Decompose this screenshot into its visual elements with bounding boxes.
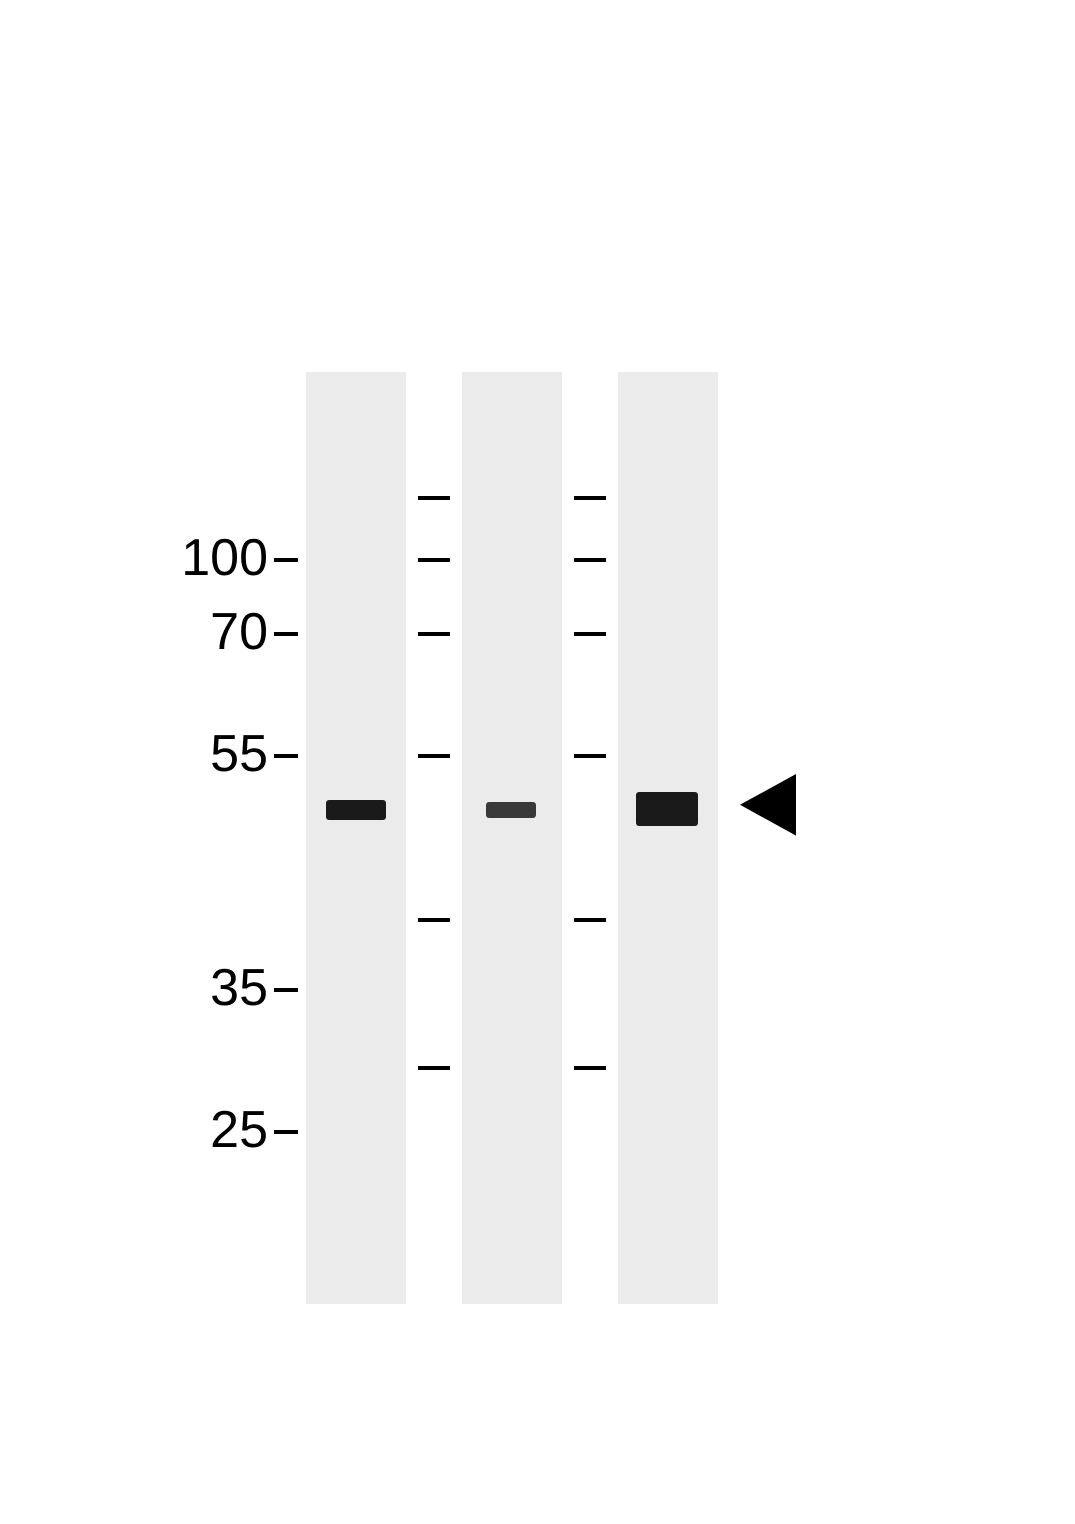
ladder-tick: [418, 558, 450, 562]
mw-label-25: 25: [210, 1100, 268, 1160]
mw-tick-25: [274, 1130, 298, 1134]
blot-lane-3: [618, 372, 718, 1304]
mw-tick-35: [274, 988, 298, 992]
ladder-tick: [574, 558, 606, 562]
mw-tick-100: [274, 558, 298, 562]
ladder-tick: [574, 632, 606, 636]
western-blot-figure: H.heartH.brainM.brain10070553525: [0, 0, 1075, 1524]
ladder-tick: [418, 496, 450, 500]
ladder-tick: [574, 496, 606, 500]
ladder-tick: [418, 918, 450, 922]
mw-label-70: 70: [210, 602, 268, 662]
ladder-tick: [574, 1066, 606, 1070]
band-indicator-arrow-icon: [740, 774, 807, 841]
mw-label-35: 35: [210, 958, 268, 1018]
mw-tick-55: [274, 754, 298, 758]
band-lane3: [636, 792, 698, 826]
ladder-tick: [418, 754, 450, 758]
ladder-tick: [574, 918, 606, 922]
mw-label-55: 55: [210, 724, 268, 784]
ladder-tick: [418, 1066, 450, 1070]
mw-label-100: 100: [181, 528, 268, 588]
ladder-tick: [574, 754, 606, 758]
ladder-tick: [418, 632, 450, 636]
band-lane1: [326, 800, 386, 820]
mw-tick-70: [274, 632, 298, 636]
band-lane2: [486, 802, 536, 818]
